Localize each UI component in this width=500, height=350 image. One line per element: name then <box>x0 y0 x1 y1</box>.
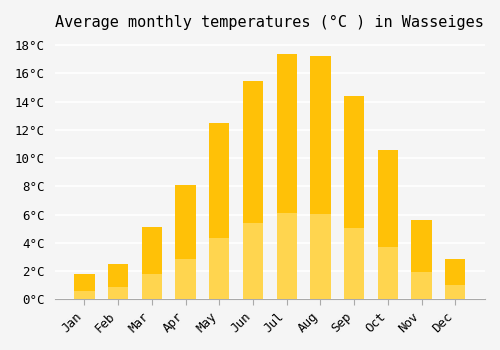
Bar <box>412 272 432 300</box>
Bar <box>209 123 230 300</box>
Bar <box>378 247 398 300</box>
Bar <box>74 274 94 300</box>
Bar <box>176 259 196 300</box>
Bar <box>176 185 196 300</box>
Bar <box>412 220 432 300</box>
Bar <box>74 290 94 300</box>
Bar <box>344 96 364 300</box>
Bar <box>310 56 330 300</box>
Bar <box>310 215 330 300</box>
Title: Average monthly temperatures (°C ) in Wasseiges: Average monthly temperatures (°C ) in Wa… <box>56 15 484 30</box>
Bar <box>108 264 128 300</box>
Bar <box>142 228 162 300</box>
Bar <box>209 238 230 300</box>
Bar <box>344 228 364 300</box>
Bar <box>142 274 162 300</box>
Bar <box>276 54 297 300</box>
Bar <box>108 287 128 300</box>
Bar <box>243 80 263 300</box>
Bar <box>445 259 466 300</box>
Bar <box>378 150 398 300</box>
Bar <box>276 214 297 300</box>
Bar <box>445 285 466 300</box>
Bar <box>243 223 263 300</box>
